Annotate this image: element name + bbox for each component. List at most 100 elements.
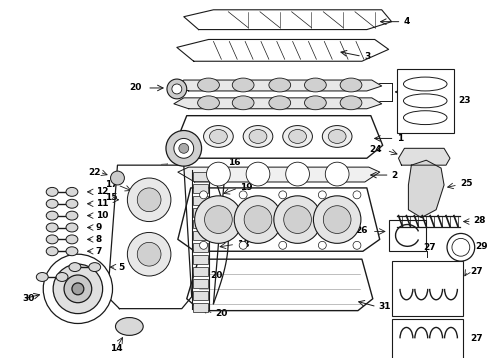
Ellipse shape [116, 318, 143, 336]
Circle shape [127, 233, 171, 276]
Polygon shape [187, 259, 373, 311]
Bar [392, 319, 463, 360]
Bar [193, 255, 208, 264]
Bar [193, 267, 208, 276]
Text: 20: 20 [211, 271, 223, 280]
Ellipse shape [69, 263, 81, 271]
Circle shape [286, 162, 310, 186]
Circle shape [239, 241, 247, 249]
Bar [193, 220, 208, 229]
Ellipse shape [66, 247, 78, 256]
Circle shape [137, 242, 161, 266]
Ellipse shape [304, 96, 326, 110]
Text: 14: 14 [110, 344, 122, 353]
Text: 21: 21 [139, 168, 152, 177]
Text: 20: 20 [216, 309, 228, 318]
Circle shape [452, 238, 470, 256]
Circle shape [239, 191, 247, 199]
Circle shape [234, 196, 282, 243]
Ellipse shape [46, 188, 58, 196]
Polygon shape [174, 80, 382, 91]
Ellipse shape [283, 126, 313, 147]
Text: 11: 11 [96, 199, 108, 208]
Text: 5: 5 [119, 262, 125, 271]
Text: 6: 6 [86, 273, 92, 282]
Ellipse shape [269, 78, 291, 92]
Polygon shape [108, 165, 192, 309]
Circle shape [244, 206, 272, 233]
Ellipse shape [328, 130, 346, 143]
Bar [193, 303, 208, 312]
Circle shape [179, 143, 189, 153]
Text: 27: 27 [423, 243, 436, 252]
Bar [389, 220, 426, 251]
Ellipse shape [46, 223, 58, 232]
Ellipse shape [66, 188, 78, 196]
Ellipse shape [46, 211, 58, 220]
Circle shape [353, 241, 361, 249]
Ellipse shape [197, 96, 220, 110]
Circle shape [206, 162, 230, 186]
Text: 9: 9 [96, 223, 102, 232]
Bar [193, 184, 208, 193]
Circle shape [172, 84, 182, 94]
Polygon shape [184, 10, 392, 30]
Circle shape [279, 191, 287, 199]
Ellipse shape [289, 130, 306, 143]
Text: 26: 26 [355, 226, 368, 235]
Circle shape [127, 178, 171, 221]
Text: 30: 30 [23, 294, 35, 303]
Text: 3: 3 [364, 52, 370, 61]
Polygon shape [398, 148, 450, 165]
Polygon shape [409, 160, 444, 217]
Ellipse shape [249, 130, 267, 143]
Text: 23: 23 [458, 96, 470, 105]
Text: 10: 10 [96, 211, 108, 220]
Circle shape [174, 139, 194, 158]
Text: 8: 8 [96, 235, 102, 244]
Circle shape [204, 206, 232, 233]
Polygon shape [178, 167, 380, 182]
Polygon shape [178, 188, 380, 251]
Circle shape [137, 188, 161, 212]
Circle shape [246, 162, 270, 186]
Text: 13: 13 [409, 87, 421, 96]
Ellipse shape [46, 235, 58, 244]
Ellipse shape [66, 223, 78, 232]
Text: 18: 18 [237, 240, 250, 249]
Ellipse shape [89, 263, 100, 271]
Circle shape [64, 275, 92, 303]
Circle shape [279, 241, 287, 249]
Text: 29: 29 [476, 242, 489, 251]
Bar [396, 69, 454, 134]
Circle shape [284, 206, 312, 233]
Ellipse shape [232, 96, 254, 110]
Ellipse shape [66, 211, 78, 220]
Ellipse shape [66, 235, 78, 244]
Bar [193, 279, 208, 288]
Polygon shape [175, 116, 383, 158]
Text: 22: 22 [88, 168, 100, 177]
Text: 24: 24 [369, 145, 381, 154]
Circle shape [325, 162, 349, 186]
Text: 27: 27 [470, 334, 482, 343]
Ellipse shape [66, 199, 78, 208]
Ellipse shape [243, 126, 273, 147]
Circle shape [195, 196, 242, 243]
Ellipse shape [322, 126, 352, 147]
Text: 20: 20 [129, 84, 142, 93]
Text: 28: 28 [474, 216, 486, 225]
Bar [193, 172, 208, 181]
Circle shape [111, 171, 124, 185]
Ellipse shape [203, 126, 233, 147]
Text: 19: 19 [240, 183, 253, 192]
Ellipse shape [197, 78, 220, 92]
Circle shape [318, 241, 326, 249]
Text: 1: 1 [396, 134, 403, 143]
Bar [193, 208, 208, 217]
Bar [193, 196, 208, 205]
Text: 16: 16 [228, 158, 241, 167]
Polygon shape [177, 40, 389, 61]
Text: 15: 15 [104, 193, 117, 202]
Ellipse shape [403, 94, 447, 108]
